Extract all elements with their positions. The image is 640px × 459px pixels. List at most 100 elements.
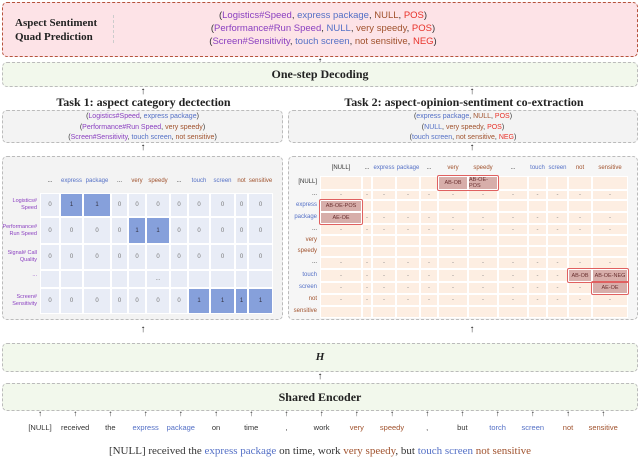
row-label: speedy: [297, 247, 317, 254]
token: but: [457, 423, 468, 432]
text-segment: touch screen: [412, 134, 453, 141]
arrow-up-icon: ↑: [390, 409, 394, 418]
matrix-cell: 0: [188, 217, 210, 244]
text-segment: Performance#Run Speed: [214, 23, 322, 34]
tuple-line: (Screen#Sensitivity, touch screen, not s…: [123, 35, 523, 48]
matrix-cell: 0: [188, 193, 210, 217]
arrow-up-icon: ↑: [601, 409, 606, 418]
text-segment: not sensitive: [472, 445, 532, 457]
matrix-cell: [362, 200, 372, 212]
text-segment: POS: [411, 23, 432, 34]
column-header: very: [447, 165, 459, 171]
text-segment: ): [214, 134, 217, 141]
matrix-cell: -: [362, 282, 372, 294]
matrix-cell: [396, 200, 420, 212]
matrix-cell: 0: [111, 217, 128, 244]
arrow-up-icon: ↑: [495, 409, 500, 418]
matrix-cell: [362, 306, 372, 318]
matrix-cell: [372, 200, 396, 212]
matrix-cell: [372, 246, 396, 257]
text-segment: express package: [416, 113, 470, 120]
matrix-cell: -: [498, 257, 528, 269]
matrix-cell: -: [372, 294, 396, 306]
matrix-cell: [547, 176, 568, 190]
text-segment: NULL: [473, 113, 492, 120]
matrix-cell: 0: [146, 193, 170, 217]
token: speedy: [379, 423, 405, 432]
text-segment: NULL: [424, 123, 443, 131]
matrix-cell: -: [362, 294, 372, 306]
text-segment: express package: [204, 445, 277, 457]
text-segment: touch screen: [295, 36, 350, 47]
text-segment: NEG: [498, 134, 514, 141]
column-header: sensitive: [248, 178, 273, 184]
matrix-cell: [592, 246, 628, 257]
matrix-cell: 0: [60, 288, 83, 314]
matrix-cell: [592, 306, 628, 318]
matrix-cell: -: [396, 224, 420, 235]
matrix-cell: [547, 306, 568, 318]
text-segment: very speedy: [445, 123, 484, 131]
matrix-cell: AB-OE-POS: [468, 176, 498, 190]
row-label: Logistics# Speed: [12, 198, 37, 211]
matrix-cell: -: [528, 190, 547, 200]
column-header: ...: [176, 178, 182, 184]
matrix-cell: -: [372, 282, 396, 294]
matrix-cell: -: [396, 282, 420, 294]
matrix-cell: -: [372, 224, 396, 235]
text-segment: ): [433, 36, 437, 47]
task2-tuples: (express package, NULL, POS) (NULL, very …: [289, 112, 637, 144]
text-segment: Screen#Sensitivity: [70, 134, 128, 141]
text-segment: ,: [494, 134, 499, 141]
text-segment: NULL: [326, 23, 351, 34]
matrix-cell: -: [528, 224, 547, 235]
text-segment: ): [202, 123, 206, 131]
matrix-cell: 0: [188, 244, 210, 270]
matrix-cell: 0: [235, 217, 248, 244]
matrix-cell: [528, 235, 547, 246]
arrow-up-icon: ↑: [249, 409, 254, 418]
matrix-cell: -: [468, 257, 498, 269]
matrix-cell: -: [568, 224, 592, 235]
row-label: screen: [298, 284, 317, 290]
matrix-cell: [498, 176, 528, 190]
matrix-cell: 1: [146, 217, 170, 244]
text-segment: ,: [469, 113, 474, 120]
column-header: not: [575, 165, 585, 171]
matrix-cell: -: [438, 294, 468, 306]
matrix-cell: 0: [210, 244, 235, 270]
matrix-cell: -: [498, 294, 528, 306]
row-label: ...: [311, 191, 317, 197]
matrix-cell: [362, 246, 372, 257]
matrix-cell: -: [420, 257, 438, 269]
matrix-cell: [420, 200, 438, 212]
matrix-cell: 0: [170, 288, 188, 314]
matrix-cell: [372, 176, 396, 190]
matrix-cell: -: [320, 257, 362, 269]
arrow-up-icon: ↑: [469, 324, 475, 335]
text-segment: ,: [321, 23, 327, 34]
column-header: package: [85, 178, 109, 184]
label-line-2: Quad Prediction: [15, 31, 93, 43]
text-segment: (: [421, 123, 425, 131]
matrix-cell: [396, 306, 420, 318]
token: time: [244, 423, 259, 432]
matrix-cell: -: [568, 282, 592, 294]
matrix-cell: -: [420, 212, 438, 224]
matrix-cell: [498, 200, 528, 212]
arrow-up-icon: ↑: [460, 409, 465, 418]
matrix-cell: -: [498, 224, 528, 235]
token: package: [166, 423, 195, 432]
text-segment: ): [513, 134, 517, 141]
matrix-cell: 0: [40, 193, 60, 217]
text-segment: very speedy: [165, 123, 203, 131]
text-segment: ,: [442, 123, 446, 131]
column-header: ...: [510, 165, 516, 171]
matrix-cell: -: [498, 269, 528, 282]
matrix-cell: 1: [210, 288, 235, 314]
row-label: not: [308, 296, 317, 302]
matrix-cell: 0: [60, 244, 83, 270]
text-segment: (: [79, 123, 83, 131]
tuple-line: (Logistics#Speed, express package, NULL,…: [123, 9, 523, 22]
text-segment: ,: [127, 134, 132, 141]
